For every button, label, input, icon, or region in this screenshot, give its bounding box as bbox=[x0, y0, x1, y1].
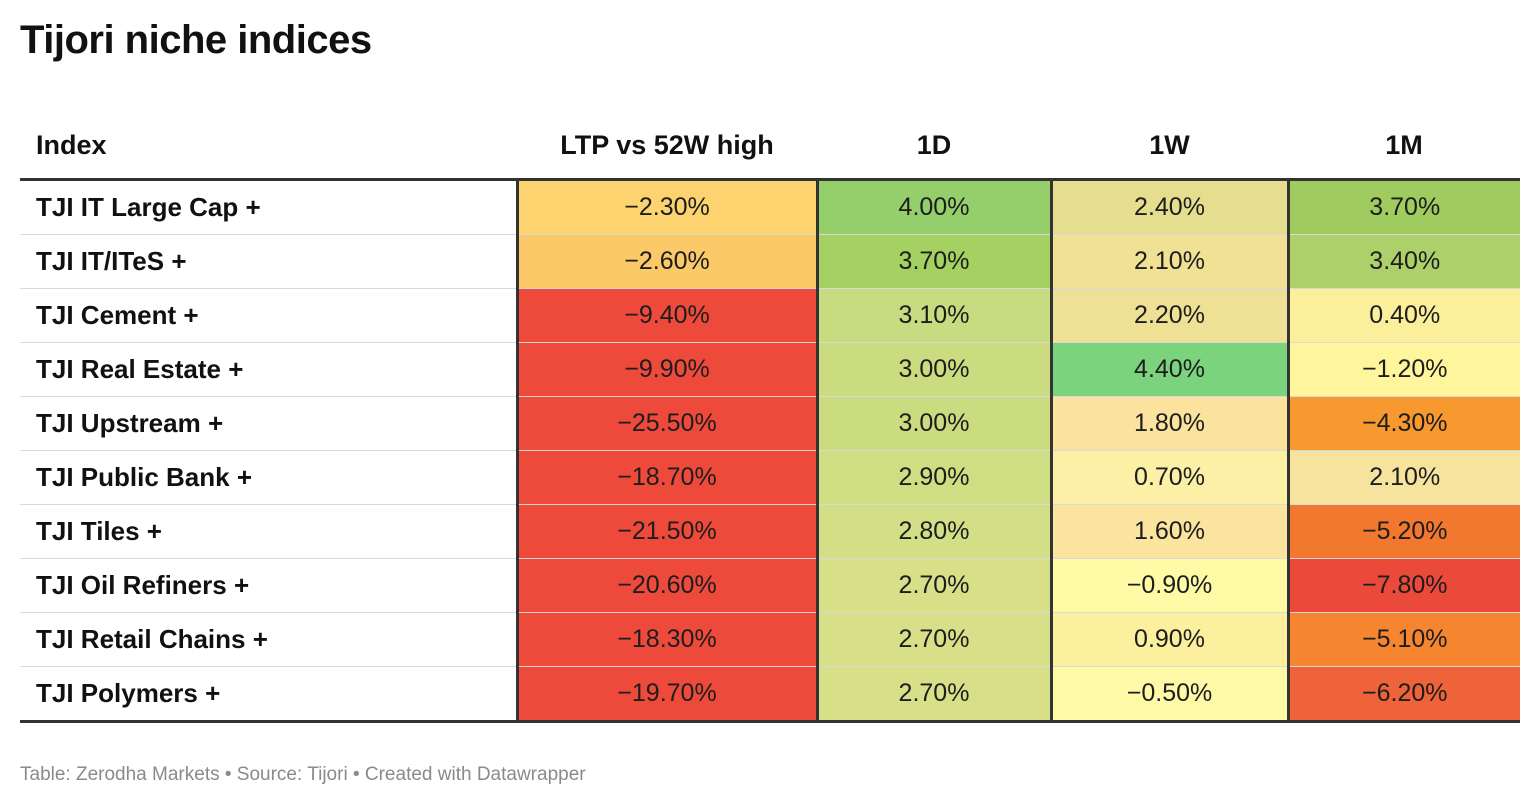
cell-index-name: TJI IT/ITeS + bbox=[20, 234, 517, 289]
header-row: Index LTP vs 52W high 1D 1W 1M bbox=[20, 112, 1520, 181]
cell-1w: 2.10% bbox=[1049, 234, 1288, 289]
cell-1w: 2.40% bbox=[1049, 179, 1288, 235]
column-header-1m[interactable]: 1M bbox=[1288, 112, 1520, 181]
cell-1d: 2.70% bbox=[815, 558, 1051, 613]
column-header-index[interactable]: Index bbox=[20, 112, 517, 181]
cell-ltp-vs-52w-high: −2.60% bbox=[515, 234, 817, 289]
cell-1w: 2.20% bbox=[1049, 288, 1288, 343]
cell-ltp-vs-52w-high: −2.30% bbox=[515, 179, 817, 235]
cell-1m: 0.40% bbox=[1286, 288, 1520, 343]
table-row: TJI Polymers + −19.70% 2.70% −0.50% −6.20% bbox=[20, 666, 1520, 723]
cell-1d: 3.10% bbox=[815, 288, 1051, 343]
heatmap-table: Index LTP vs 52W high 1D 1W 1M TJI IT La… bbox=[20, 112, 1520, 723]
cell-1m: 3.40% bbox=[1286, 234, 1520, 289]
cell-index-name: TJI Tiles + bbox=[20, 504, 517, 559]
cell-1d: 3.00% bbox=[815, 342, 1051, 397]
table-row: TJI IT/ITeS + −2.60% 3.70% 2.10% 3.40% bbox=[20, 234, 1520, 289]
cell-index-name: TJI IT Large Cap + bbox=[20, 179, 517, 235]
cell-1w: 1.80% bbox=[1049, 396, 1288, 451]
column-header-1w[interactable]: 1W bbox=[1051, 112, 1288, 181]
cell-1m: −5.20% bbox=[1286, 504, 1520, 559]
cell-1d: 4.00% bbox=[815, 179, 1051, 235]
cell-1w: 0.90% bbox=[1049, 612, 1288, 667]
cell-1m: −6.20% bbox=[1286, 666, 1520, 723]
cell-1d: 2.70% bbox=[815, 666, 1051, 723]
cell-index-name: TJI Polymers + bbox=[20, 666, 517, 723]
cell-ltp-vs-52w-high: −20.60% bbox=[515, 558, 817, 613]
chart-title: Tijori niche indices bbox=[20, 18, 372, 62]
cell-1d: 2.80% bbox=[815, 504, 1051, 559]
cell-ltp-vs-52w-high: −25.50% bbox=[515, 396, 817, 451]
table-body: TJI IT Large Cap + −2.30% 4.00% 2.40% 3.70% T… bbox=[20, 179, 1520, 723]
cell-ltp-vs-52w-high: −18.30% bbox=[515, 612, 817, 667]
cell-index-name: TJI Cement + bbox=[20, 288, 517, 343]
cell-1w: 4.40% bbox=[1049, 342, 1288, 397]
cell-ltp-vs-52w-high: −9.40% bbox=[515, 288, 817, 343]
table-row: TJI Cement + −9.40% 3.10% 2.20% 0.40% bbox=[20, 288, 1520, 343]
column-header-1d[interactable]: 1D bbox=[817, 112, 1051, 181]
cell-1w: 0.70% bbox=[1049, 450, 1288, 505]
cell-index-name: TJI Oil Refiners + bbox=[20, 558, 517, 613]
cell-index-name: TJI Real Estate + bbox=[20, 342, 517, 397]
cell-index-name: TJI Upstream + bbox=[20, 396, 517, 451]
cell-index-name: TJI Retail Chains + bbox=[20, 612, 517, 667]
table-row: TJI Public Bank + −18.70% 2.90% 0.70% 2.10% bbox=[20, 450, 1520, 505]
cell-index-name: TJI Public Bank + bbox=[20, 450, 517, 505]
cell-1d: 2.70% bbox=[815, 612, 1051, 667]
table-row: TJI Retail Chains + −18.30% 2.70% 0.90% −5.1… bbox=[20, 612, 1520, 667]
cell-1m: −5.10% bbox=[1286, 612, 1520, 667]
table-row: TJI Tiles + −21.50% 2.80% 1.60% −5.20% bbox=[20, 504, 1520, 559]
cell-1m: 3.70% bbox=[1286, 179, 1520, 235]
cell-1d: 2.90% bbox=[815, 450, 1051, 505]
table-row: TJI Real Estate + −9.90% 3.00% 4.40% −1.20% bbox=[20, 342, 1520, 397]
cell-ltp-vs-52w-high: −19.70% bbox=[515, 666, 817, 723]
table-row: TJI Oil Refiners + −20.60% 2.70% −0.90% −7.8… bbox=[20, 558, 1520, 613]
chart-footer: Table: Zerodha Markets • Source: Tijori … bbox=[20, 764, 586, 785]
cell-1m: −4.30% bbox=[1286, 396, 1520, 451]
cell-1m: −7.80% bbox=[1286, 558, 1520, 613]
table-row: TJI Upstream + −25.50% 3.00% 1.80% −4.30% bbox=[20, 396, 1520, 451]
table-row: TJI IT Large Cap + −2.30% 4.00% 2.40% 3.70% bbox=[20, 179, 1520, 235]
cell-1w: 1.60% bbox=[1049, 504, 1288, 559]
cell-1d: 3.70% bbox=[815, 234, 1051, 289]
cell-1w: −0.50% bbox=[1049, 666, 1288, 723]
cell-ltp-vs-52w-high: −18.70% bbox=[515, 450, 817, 505]
cell-1m: 2.10% bbox=[1286, 450, 1520, 505]
cell-1d: 3.00% bbox=[815, 396, 1051, 451]
cell-1m: −1.20% bbox=[1286, 342, 1520, 397]
column-header-ltp-vs-52w-high[interactable]: LTP vs 52W high bbox=[517, 112, 817, 181]
cell-ltp-vs-52w-high: −21.50% bbox=[515, 504, 817, 559]
cell-ltp-vs-52w-high: −9.90% bbox=[515, 342, 817, 397]
cell-1w: −0.90% bbox=[1049, 558, 1288, 613]
